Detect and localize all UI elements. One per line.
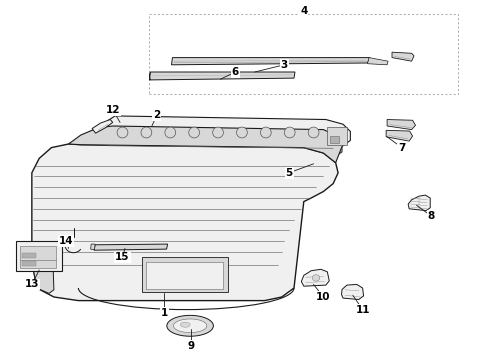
Text: 13: 13 (24, 279, 39, 289)
Text: 2: 2 (153, 110, 160, 120)
Ellipse shape (189, 127, 199, 138)
Polygon shape (172, 58, 370, 65)
Ellipse shape (117, 127, 128, 138)
Text: 9: 9 (188, 341, 195, 351)
Ellipse shape (141, 127, 152, 138)
Bar (330, 136, 339, 143)
Polygon shape (368, 58, 388, 65)
Bar (142, 257, 228, 292)
Bar (146, 262, 223, 289)
Polygon shape (408, 195, 430, 211)
Bar (327, 127, 347, 145)
Polygon shape (92, 120, 113, 133)
Polygon shape (149, 72, 295, 80)
Ellipse shape (165, 127, 175, 138)
Polygon shape (91, 244, 95, 250)
Text: 6: 6 (232, 67, 239, 77)
Text: 7: 7 (398, 143, 406, 153)
Polygon shape (32, 261, 54, 293)
Polygon shape (392, 52, 414, 61)
Polygon shape (32, 144, 338, 301)
Bar (22, 253, 36, 258)
Polygon shape (94, 244, 168, 250)
Ellipse shape (308, 127, 319, 138)
Text: 15: 15 (115, 252, 130, 262)
Polygon shape (386, 130, 413, 141)
Polygon shape (301, 269, 329, 286)
Polygon shape (69, 126, 343, 163)
Text: 10: 10 (316, 292, 331, 302)
Text: 5: 5 (286, 168, 293, 178)
Text: 8: 8 (428, 211, 435, 221)
Ellipse shape (173, 319, 207, 333)
Polygon shape (342, 284, 364, 300)
Bar (16, 241, 62, 271)
Ellipse shape (284, 127, 295, 138)
Ellipse shape (213, 127, 223, 138)
Polygon shape (108, 146, 342, 158)
Polygon shape (387, 120, 416, 130)
Text: 1: 1 (161, 308, 168, 318)
Text: 3: 3 (281, 60, 288, 70)
Ellipse shape (180, 322, 190, 327)
Bar (20, 246, 56, 268)
Bar (22, 261, 36, 266)
Ellipse shape (167, 315, 214, 336)
Text: 11: 11 (355, 305, 370, 315)
Text: 4: 4 (300, 6, 308, 16)
Ellipse shape (313, 275, 320, 281)
Ellipse shape (237, 127, 247, 138)
Polygon shape (105, 116, 350, 148)
Text: 12: 12 (105, 105, 120, 115)
Bar (149, 14, 458, 94)
Text: 14: 14 (59, 236, 74, 246)
Ellipse shape (261, 127, 271, 138)
